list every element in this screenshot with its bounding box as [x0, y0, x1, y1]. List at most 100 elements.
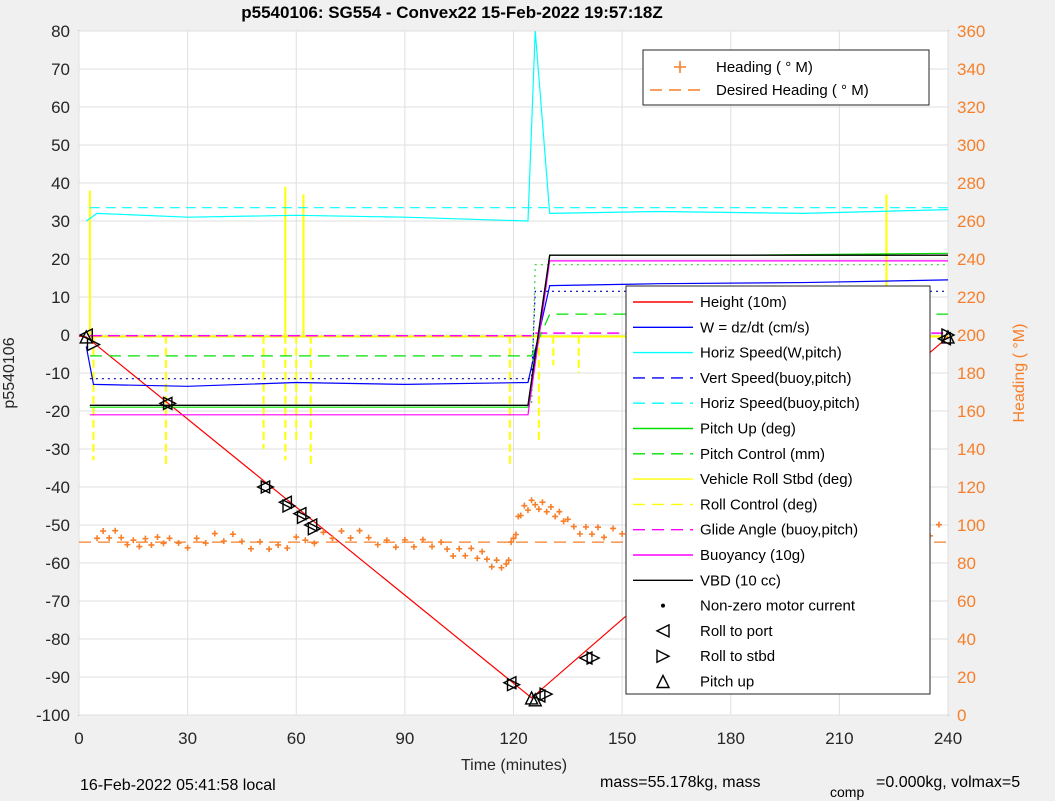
legend-top-label-0: Heading ( ° M) — [716, 59, 813, 76]
roll-stbd-marker-6 — [506, 677, 522, 692]
y-tick-label-15: 50 — [51, 136, 70, 155]
series-line-1 — [85, 279, 949, 387]
x-tick-label-8: 240 — [934, 729, 962, 748]
legend-main-marker-13 — [655, 623, 670, 639]
roll-stbd-marker-0 — [86, 337, 102, 352]
heading-point-6-1 — [392, 544, 399, 551]
y2-tick-label-1: 20 — [957, 668, 976, 687]
legend-main-label-13: Roll to port — [700, 623, 773, 640]
heading-point-3-3 — [247, 545, 254, 552]
heading-point-12-2 — [576, 530, 583, 537]
legend-main-label-3: Vert Speed(buoy,pitch) — [700, 370, 851, 387]
y2-tick-label-17: 340 — [957, 60, 985, 79]
x-tick-label-5: 150 — [608, 729, 636, 748]
heading-point-12-1 — [570, 523, 577, 530]
legend-main: Height (10m) W = dz/dt (cm/s) Horiz Speed(… — [633, 294, 860, 691]
y2-tick-label-10: 200 — [957, 326, 985, 345]
heading-point-2-5 — [211, 530, 218, 537]
heading-point-13-2 — [619, 530, 626, 537]
heading-point-4-1 — [284, 545, 291, 552]
legend-main-marker-12 — [661, 603, 665, 608]
roll-port-marker-4 — [292, 506, 307, 521]
y2-tick-label-16: 320 — [957, 98, 985, 117]
heading-point-1-4 — [154, 534, 161, 541]
heading-point-7-5 — [468, 545, 475, 552]
x-tick-label-4: 120 — [499, 729, 527, 748]
series-line-9 — [89, 254, 948, 406]
heading-point-19-5 — [935, 521, 942, 528]
heading-point-0-2 — [106, 534, 113, 541]
heading-point-11-3 — [552, 513, 559, 520]
heading-point-11-4 — [556, 508, 563, 515]
legend-main-label-5: Pitch Up (deg) — [700, 421, 796, 438]
y2-tick-labels: 0 20 40 60 80 100 120 140 160 180 200 220 240 260 280 3… — [957, 22, 985, 725]
heading-point-12-5 — [594, 524, 601, 531]
series-line-2 — [85, 30, 949, 222]
x-tick-label-6: 180 — [717, 729, 745, 748]
y-tick-label-3: -70 — [45, 592, 70, 611]
heading-point-8-0 — [474, 555, 481, 562]
heading-point-1-5 — [160, 540, 167, 547]
heading-point-6-2 — [401, 536, 408, 543]
roll-port-marker-1 — [158, 396, 173, 411]
legend-main-label-12: Non-zero motor current — [700, 598, 856, 615]
heading-point-9-3 — [510, 535, 517, 542]
legend-top-marker-0 — [674, 61, 686, 73]
heading-point-3-0 — [220, 538, 227, 545]
footer-comp: comp — [830, 784, 864, 800]
y-tick-label-10: 0 — [61, 326, 70, 345]
roll-port-marker-14 — [936, 331, 952, 346]
heading-point-4-5 — [320, 529, 327, 536]
legend-main-label-14: Roll to stbd — [700, 648, 775, 665]
heading-point-0-3 — [112, 527, 119, 534]
heading-point-5-1 — [338, 528, 345, 535]
y2-tick-label-5: 100 — [957, 516, 985, 535]
heading-point-1-0 — [130, 537, 137, 544]
y2-tick-label-11: 220 — [957, 288, 985, 307]
legend-top-label-1: Desired Heading ( ° M) — [716, 82, 869, 99]
heading-point-2-2 — [184, 544, 191, 551]
x-axis-label: Time (minutes) — [461, 757, 567, 774]
y-tick-label-18: 80 — [51, 22, 70, 41]
y2-tick-label-9: 180 — [957, 364, 985, 383]
roll-stbd-marker-3 — [282, 498, 297, 514]
y2-tick-label-0: 0 — [957, 706, 966, 725]
heading-point-3-4 — [257, 538, 264, 545]
heading-point-2-3 — [193, 535, 200, 542]
heading-point-13-0 — [601, 534, 608, 541]
legend-main-marker-15 — [655, 673, 671, 689]
x-tick-labels: 0 30 60 90 120 150 180 210 240 — [74, 729, 962, 748]
heading-point-11-0 — [539, 499, 546, 506]
y-tick-label-8: -20 — [45, 402, 70, 421]
legend-main-label-7: Vehicle Roll Stbd (deg) — [700, 471, 853, 488]
heading-point-11-5 — [560, 518, 567, 525]
heading-point-13-1 — [610, 525, 617, 532]
legend-main-label-10: Buoyancy (10g) — [700, 547, 805, 564]
y2-tick-label-13: 260 — [957, 212, 985, 231]
y-tick-label-13: 30 — [51, 212, 70, 231]
y-tick-label-12: 20 — [51, 250, 70, 269]
heading-point-6-3 — [410, 543, 417, 550]
heading-point-4-4 — [311, 540, 318, 547]
heading-point-1-2 — [142, 535, 149, 542]
legend-main-label-0: Height (10m) — [700, 294, 787, 311]
heading-point-8-1 — [479, 548, 486, 555]
y-tick-label-2: -80 — [45, 630, 70, 649]
roll-stbd-marker-4 — [296, 510, 312, 525]
roll-port-marker-7 — [531, 688, 546, 704]
y2-tick-label-18: 360 — [957, 22, 985, 41]
x-tick-label-7: 210 — [825, 729, 853, 748]
y-tick-label-1: -90 — [45, 668, 70, 687]
heading-point-0-1 — [100, 528, 107, 535]
roll-stbd-marker-1 — [162, 396, 178, 411]
y2-tick-label-6: 120 — [957, 478, 985, 497]
heading-point-12-0 — [564, 516, 571, 523]
heading-point-6-0 — [383, 537, 390, 544]
y2-tick-label-14: 280 — [957, 174, 985, 193]
roll-stbd-marker-5 — [307, 521, 322, 536]
heading-point-5-0 — [329, 535, 336, 542]
y2-tick-label-4: 80 — [957, 554, 976, 573]
pitch-up-marker-2 — [528, 692, 543, 707]
roll-port-marker-8 — [578, 650, 593, 666]
